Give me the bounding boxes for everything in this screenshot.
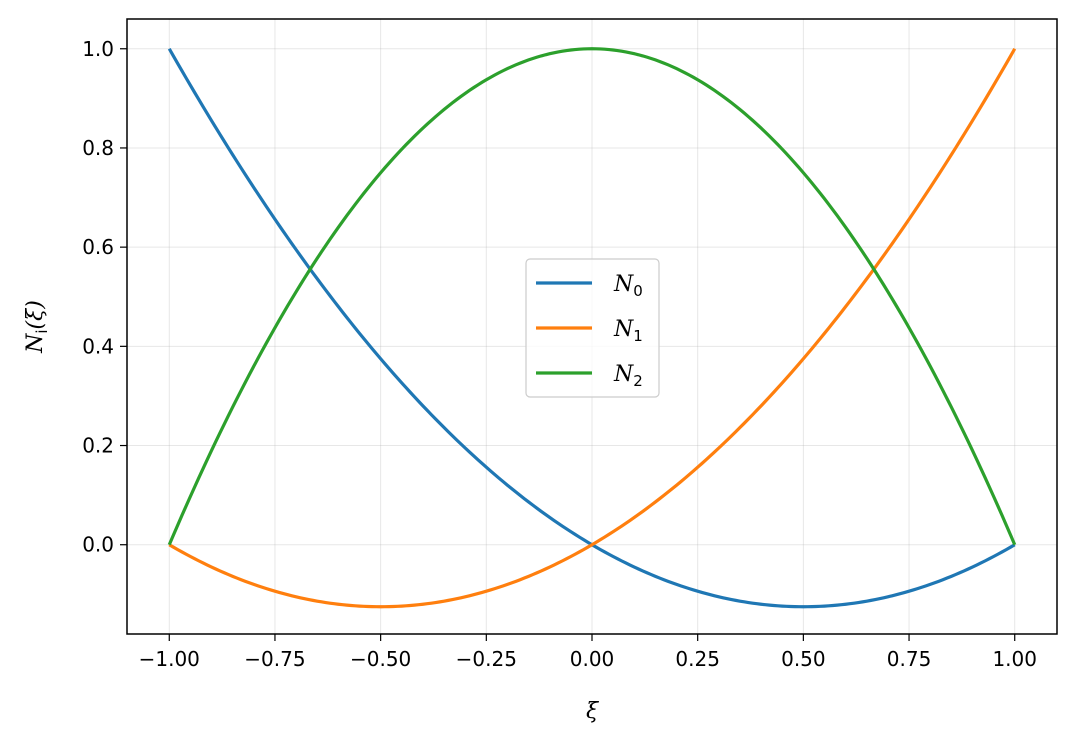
series-line-2 xyxy=(167,47,1017,546)
x-tick-label: 0.75 xyxy=(887,647,932,671)
x-tick-label: −0.25 xyxy=(456,647,517,671)
y-tick-label: 0.0 xyxy=(82,533,114,557)
x-axis-label: ξ xyxy=(586,699,600,724)
y-tick-label: 0.2 xyxy=(82,434,114,458)
y-tick-label: 0.6 xyxy=(82,235,114,259)
x-tick-label: −1.00 xyxy=(139,647,200,671)
x-tick-label: 0.50 xyxy=(781,647,826,671)
x-axis: −1.00 −0.75 −0.50 −0.25 0.00 0.25 0.50 0.75 1.00 xyxy=(139,634,1037,671)
x-tick-label: −0.75 xyxy=(244,647,305,671)
y-axis-label-base: N xyxy=(23,333,48,354)
x-tick-label: 0.25 xyxy=(675,647,720,671)
y-axis-label-sub: i xyxy=(33,329,51,333)
legend-frame xyxy=(525,258,660,398)
x-tick-label: 0.00 xyxy=(570,647,615,671)
series-lines xyxy=(167,47,1017,609)
legend-label-2: N2 xyxy=(613,362,643,390)
y-axis-label-rest: (ξ) xyxy=(23,300,48,329)
x-tick-label: −0.50 xyxy=(350,647,411,671)
y-tick-label: 0.8 xyxy=(82,136,114,160)
y-axis-label: Ni(ξ) xyxy=(23,300,51,354)
legend: N0 N1 N2 xyxy=(525,258,660,398)
y-tick-label: 1.0 xyxy=(82,37,114,61)
x-tick-label: 1.00 xyxy=(992,647,1037,671)
y-axis: 0.0 0.2 0.4 0.6 0.8 1.0 xyxy=(82,37,127,557)
legend-label-0: N0 xyxy=(613,272,643,300)
y-tick-label: 0.4 xyxy=(82,334,114,358)
legend-label-1: N1 xyxy=(613,317,643,345)
